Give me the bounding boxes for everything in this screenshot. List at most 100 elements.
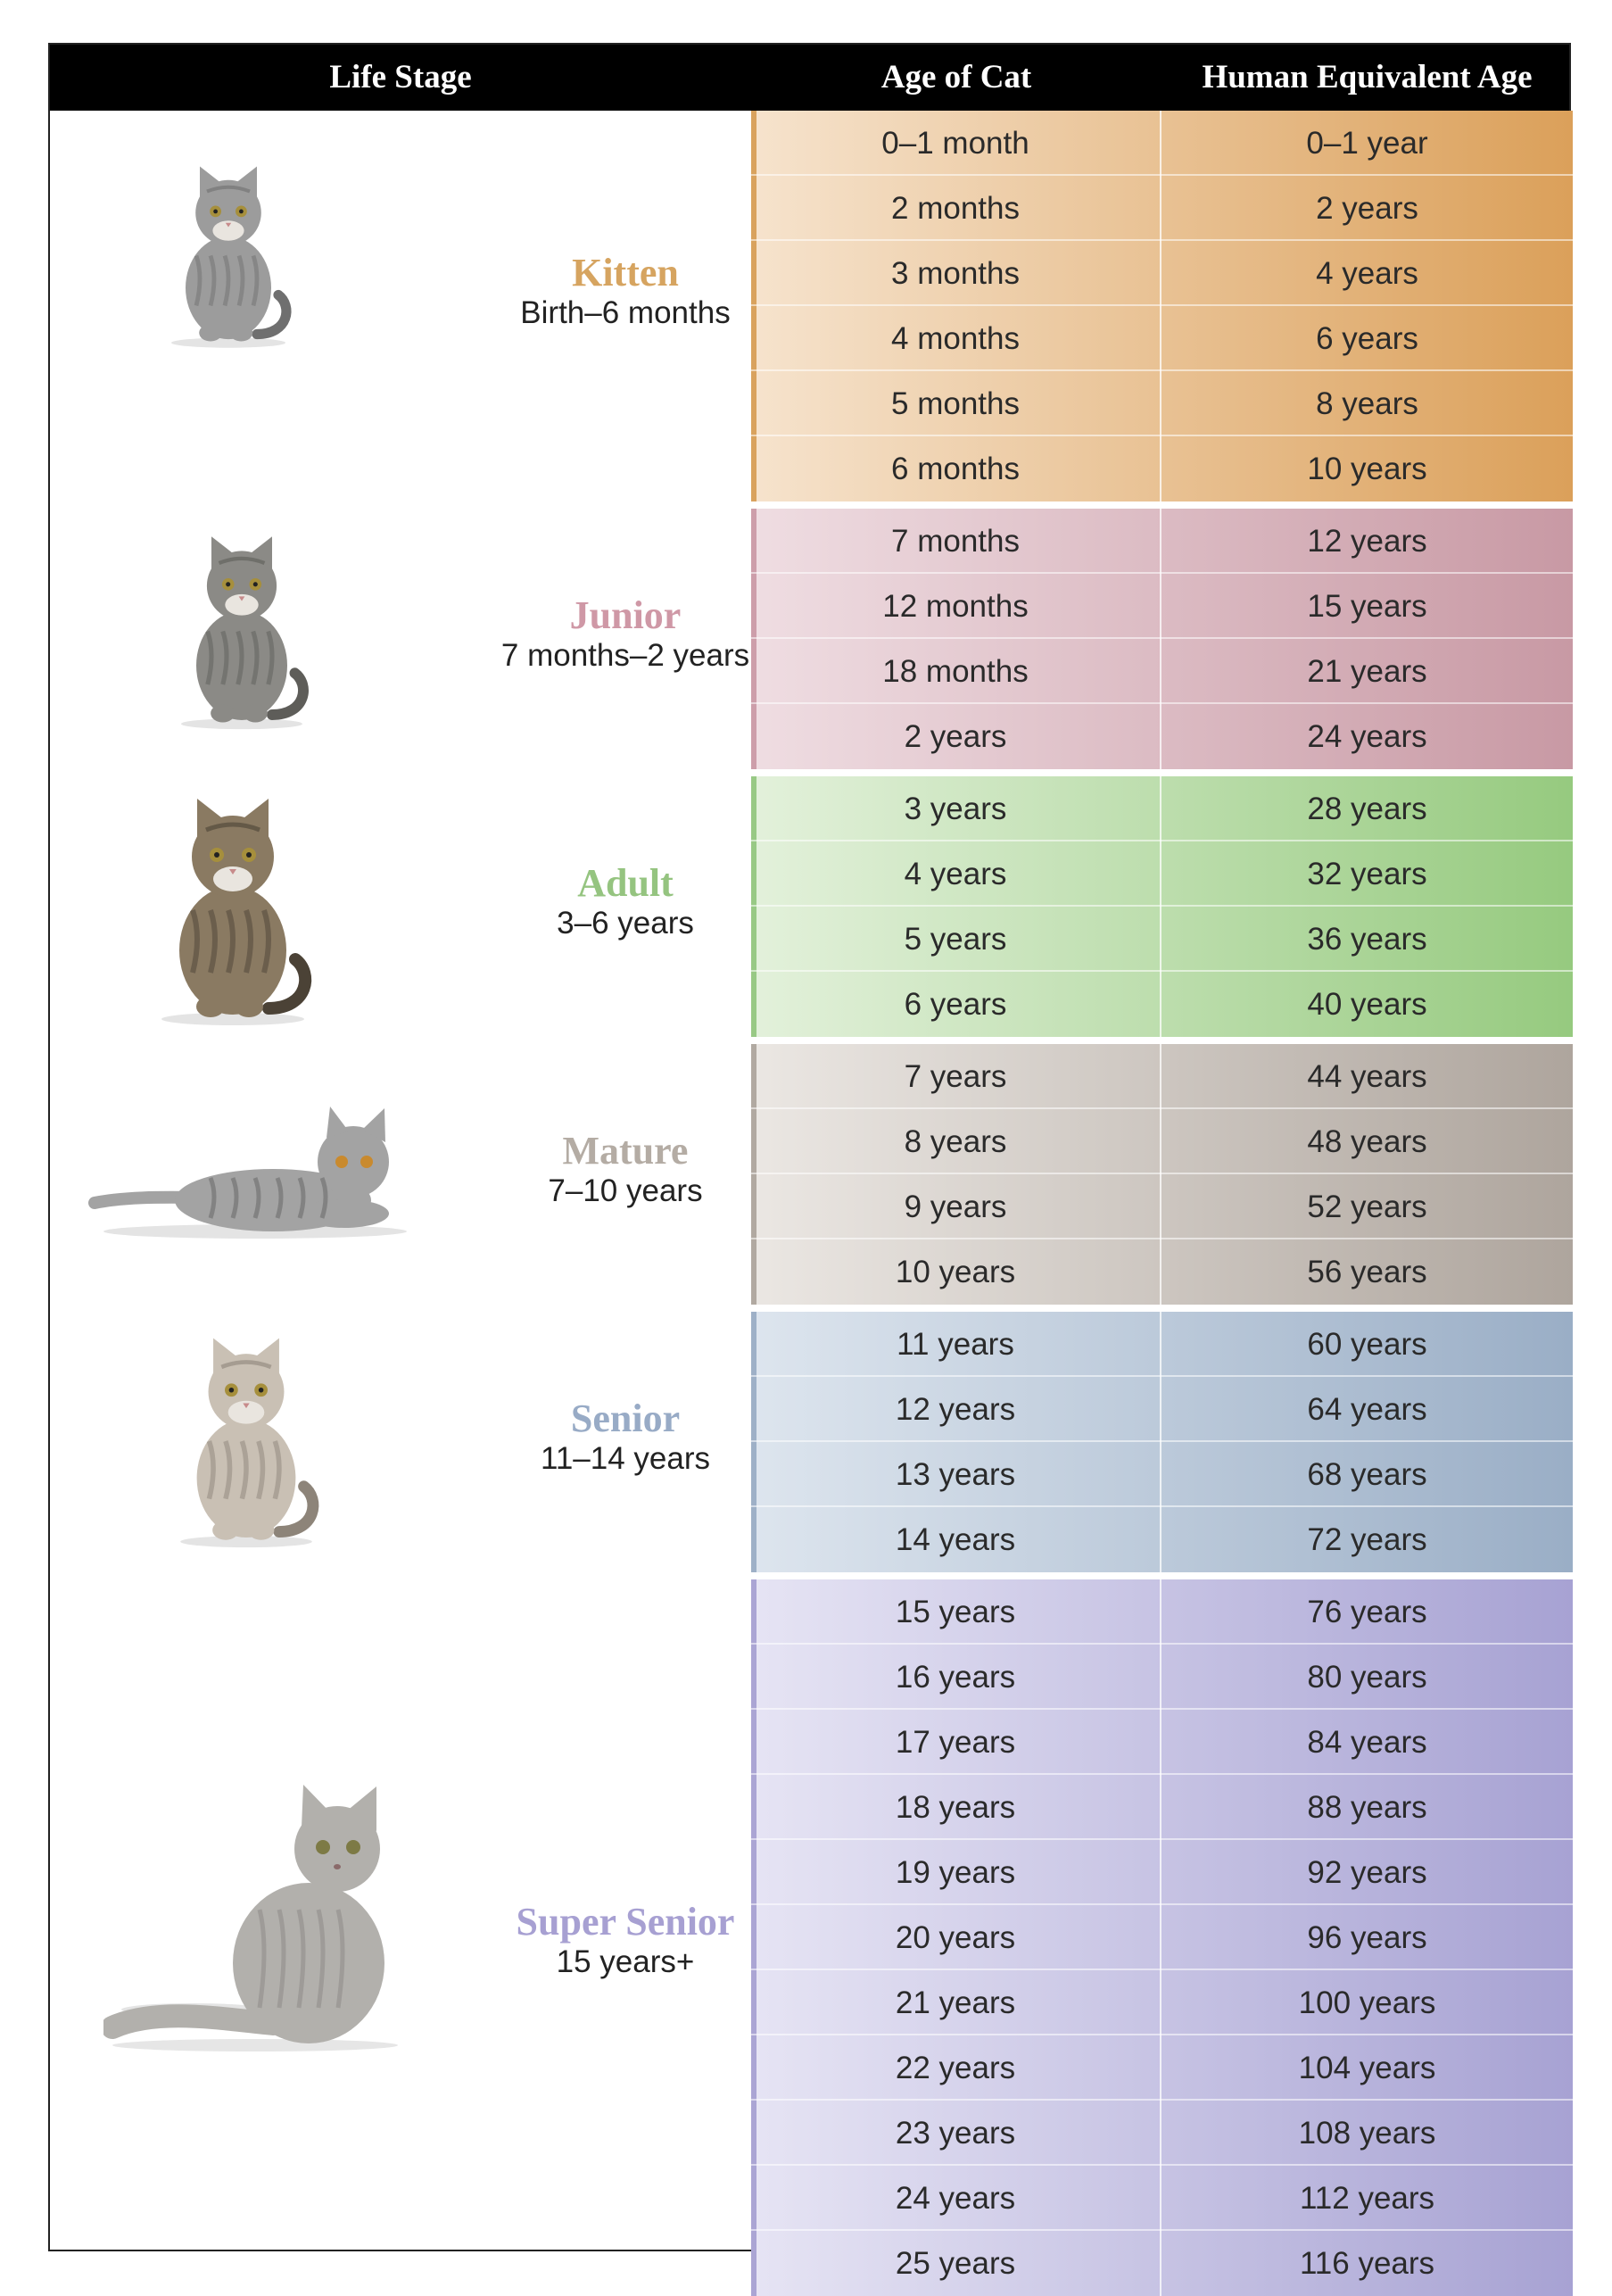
stage-name: Junior	[569, 593, 682, 637]
stage-age-range: 11–14 years	[540, 1441, 711, 1476]
cat-illustration-icon	[88, 1107, 407, 1239]
header-age-of-cat: Age of Cat	[880, 59, 1032, 95]
human-age-cell: 0–1 year	[1306, 126, 1428, 161]
cat-age-cell: 4 years	[751, 841, 1161, 907]
row-divider	[751, 435, 1573, 436]
table-row: 0–1 month 0–1 year	[751, 111, 1573, 176]
row-divider	[751, 2034, 1573, 2035]
cat-age-cell: 3 months	[751, 241, 1161, 306]
cat-age-cell: 5 months	[751, 371, 1161, 436]
cat-illustration-icon	[181, 536, 309, 730]
cat-age-cell: 2 years	[751, 704, 1161, 769]
stage-label: Junior 7 months–2 years	[425, 594, 826, 675]
human-age-cell: 84 years	[1307, 1725, 1427, 1760]
human-age-cell: 2 years	[1316, 191, 1418, 226]
stage-3: Mature 7–10 years 7 years 44 years 8 years 48…	[50, 1044, 1573, 1305]
stage-age-table: 11 years 60 years 12 years 64 years 13 years…	[751, 1312, 1573, 1572]
human-age-cell: 32 years	[1307, 857, 1427, 891]
stage-label: Senior 11–14 years	[425, 1397, 826, 1478]
cat-age-cell: 18 years	[751, 1775, 1161, 1840]
stage-age-table: 7 months 12 years 12 months 15 years 18 mont…	[751, 509, 1573, 769]
stage-separator	[751, 769, 1573, 776]
human-age-cell: 24 years	[1307, 719, 1427, 754]
table-row: 22 years 104 years	[751, 2035, 1573, 2101]
cat-age-cell: 20 years	[751, 1905, 1161, 1970]
table-row: 18 months 21 years	[751, 639, 1573, 704]
row-divider	[751, 369, 1573, 371]
row-divider	[751, 1969, 1573, 1970]
human-age-cell: 96 years	[1307, 1920, 1427, 1955]
human-age-cell: 68 years	[1307, 1457, 1427, 1492]
human-age-cell: 10 years	[1307, 452, 1427, 486]
table-row: 20 years 96 years	[751, 1905, 1573, 1970]
cat-age-cell: 6 months	[751, 436, 1161, 501]
row-divider	[751, 1107, 1573, 1109]
row-divider	[751, 1440, 1573, 1442]
stage-name: Kitten	[572, 251, 679, 294]
cat-photo	[148, 1334, 344, 1548]
table-row: 2 years 24 years	[751, 704, 1573, 769]
stage-label: Super Senior 15 years+	[425, 1901, 826, 1981]
stage-accent-bar	[751, 509, 756, 769]
table-row: 12 years 64 years	[751, 1377, 1573, 1442]
cat-age-cell: 21 years	[751, 1970, 1161, 2035]
row-divider	[751, 2099, 1573, 2101]
cat-photo	[144, 794, 322, 1026]
stage-separator	[751, 1572, 1573, 1579]
stage-age-range: 15 years+	[556, 1944, 695, 1979]
cat-age-cell: 16 years	[751, 1645, 1161, 1710]
table-row: 6 months 10 years	[751, 436, 1573, 501]
human-age-cell: 100 years	[1298, 1985, 1436, 2020]
row-divider	[751, 1773, 1573, 1775]
human-age-cell: 92 years	[1307, 1855, 1427, 1890]
table-row: 8 years 48 years	[751, 1109, 1573, 1174]
row-divider	[751, 239, 1573, 241]
stage-separator	[751, 1037, 1573, 1044]
table-row: 7 years 44 years	[751, 1044, 1573, 1109]
table-row: 21 years 100 years	[751, 1970, 1573, 2035]
row-divider	[751, 1238, 1573, 1239]
human-age-cell: 116 years	[1299, 2246, 1435, 2281]
header-life-stage: Life Stage	[329, 59, 472, 95]
stage-accent-bar	[751, 111, 756, 501]
human-age-cell: 56 years	[1307, 1255, 1427, 1289]
human-age-cell: 64 years	[1307, 1392, 1427, 1427]
stage-accent-bar	[751, 1579, 756, 2296]
stage-name: Mature	[562, 1129, 689, 1173]
row-divider	[751, 702, 1573, 704]
cat-age-cell: 13 years	[751, 1442, 1161, 1507]
cat-age-cell: 23 years	[751, 2101, 1161, 2166]
human-age-cell: 108 years	[1298, 2116, 1436, 2151]
cat-photo	[166, 526, 318, 736]
row-divider	[751, 1903, 1573, 1905]
human-age-cell: 72 years	[1307, 1522, 1427, 1557]
cat-illustration-icon	[171, 166, 292, 348]
row-divider	[751, 1173, 1573, 1174]
row-divider	[751, 1838, 1573, 1840]
cat-illustration-icon	[180, 1338, 319, 1548]
cat-age-cell: 7 years	[751, 1044, 1161, 1109]
table-body: Kitten Birth–6 months 0–1 month 0–1 year 2 m…	[50, 111, 1573, 2296]
cat-age-cell: 15 years	[751, 1579, 1161, 1645]
cat-age-cell: 8 years	[751, 1109, 1161, 1174]
table-header: Life Stage Age of Cat Human Equivalent A…	[50, 45, 1569, 111]
table-row: 25 years 116 years	[751, 2231, 1573, 2296]
human-age-cell: 4 years	[1316, 256, 1418, 291]
row-divider	[751, 304, 1573, 306]
stage-name: Super Senior	[516, 1900, 735, 1944]
cat-photo	[77, 1098, 434, 1240]
cat-age-cell: 19 years	[751, 1840, 1161, 1905]
cat-age-cell: 25 years	[751, 2231, 1161, 2296]
human-age-cell: 12 years	[1307, 524, 1427, 559]
table-row: 24 years 112 years	[751, 2166, 1573, 2231]
cat-illustration-icon	[161, 799, 312, 1025]
table-row: 6 years 40 years	[751, 972, 1573, 1037]
header-human-equivalent-age: Human Equivalent Age	[1202, 59, 1533, 95]
stage-age-table: 0–1 month 0–1 year 2 months 2 years 3 months…	[751, 111, 1573, 501]
row-divider	[751, 572, 1573, 574]
cat-age-cell: 2 months	[751, 176, 1161, 241]
table-row: 11 years 60 years	[751, 1312, 1573, 1377]
human-age-cell: 80 years	[1307, 1660, 1427, 1695]
human-age-cell: 76 years	[1307, 1595, 1427, 1629]
stage-age-table: 3 years 28 years 4 years 32 years 5 years 36 …	[751, 776, 1573, 1037]
